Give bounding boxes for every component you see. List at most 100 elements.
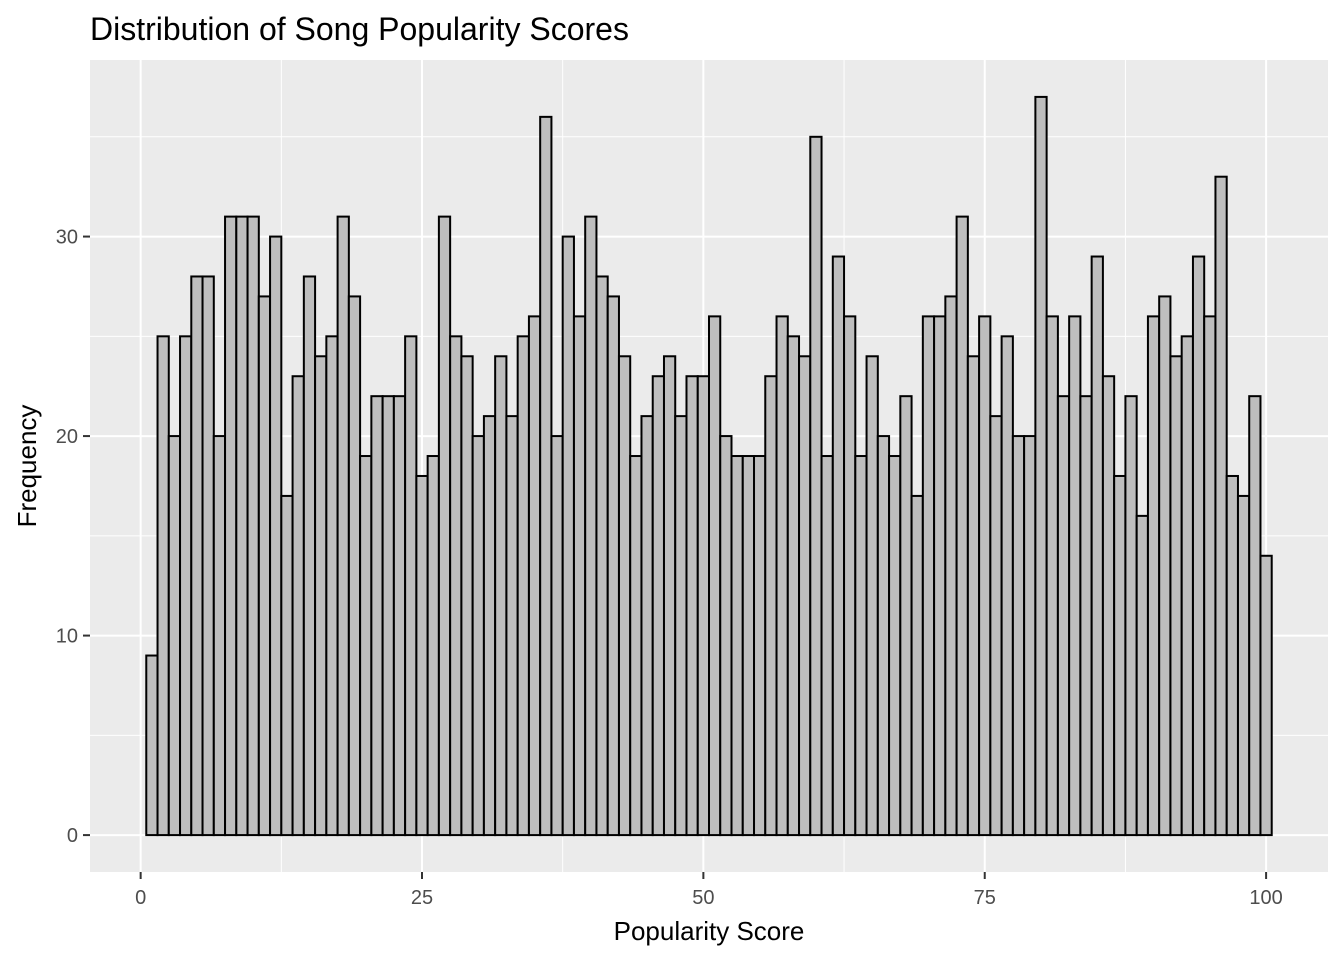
histogram-bar [978, 315, 992, 837]
histogram-bar [764, 375, 778, 837]
histogram-bar [550, 435, 564, 837]
histogram-bar [1225, 474, 1239, 837]
histogram-bar [865, 355, 879, 837]
x-tick-label: 50 [692, 887, 714, 909]
histogram-bar [753, 455, 767, 837]
histogram-bar [1023, 435, 1037, 837]
y-tick-label: 0 [67, 825, 78, 847]
histogram-bar [257, 295, 272, 837]
x-tick-label: 0 [135, 887, 146, 909]
histogram-bar [629, 455, 643, 837]
histogram-bar [1090, 255, 1104, 837]
histogram-bar [482, 415, 497, 837]
histogram-bar [786, 335, 801, 837]
histogram-bar [539, 115, 553, 837]
histogram-bar [426, 455, 440, 837]
histogram-bar [437, 215, 452, 837]
histogram-bar [696, 375, 710, 837]
y-axis-title: Frequency [12, 405, 42, 528]
histogram-bar [1056, 395, 1071, 837]
histogram-bar [989, 415, 1003, 837]
histogram-bar [505, 415, 519, 837]
histogram-bar [1113, 474, 1127, 837]
histogram-bar [1135, 514, 1149, 837]
chart-title: Distribution of Song Popularity Scores [90, 11, 629, 47]
histogram-bar [494, 355, 508, 837]
histogram-bar [1158, 295, 1172, 837]
histogram-bar [966, 355, 981, 837]
histogram-bar [1101, 375, 1116, 837]
histogram-bar [843, 315, 857, 837]
histogram-bar [145, 654, 159, 837]
x-tick-label: 75 [974, 887, 996, 909]
histogram-bar [854, 455, 868, 837]
x-axis-title: Popularity Score [614, 916, 805, 946]
histogram-bar [291, 375, 305, 837]
histogram-bar [415, 474, 429, 837]
histogram-bar [325, 335, 339, 837]
histogram-bar [460, 355, 474, 837]
histogram-bar [190, 275, 204, 837]
histogram-bar [179, 335, 193, 837]
histogram-bar [156, 335, 170, 837]
histogram-bar [921, 315, 936, 837]
histogram-bars [145, 95, 1273, 837]
histogram-bar [1034, 95, 1048, 837]
histogram-bar [212, 435, 227, 837]
histogram-bar [235, 215, 249, 837]
histogram-bar [347, 295, 362, 837]
histogram-bar [662, 355, 677, 837]
histogram-bar [933, 315, 947, 837]
histogram-bar [572, 315, 587, 837]
histogram-bar [1000, 335, 1014, 837]
histogram-bar [809, 135, 823, 837]
histogram-bar [595, 275, 609, 837]
x-tick-label: 100 [1249, 887, 1282, 909]
histogram-bar [617, 355, 632, 837]
histogram-bar [167, 435, 182, 837]
histogram-bar [336, 215, 350, 837]
histogram-bar [1203, 315, 1217, 837]
histogram-bar [831, 255, 846, 837]
histogram-bar [719, 435, 733, 837]
y-axis-ticks: 0 10 20 30 [56, 227, 90, 847]
histogram-bar [876, 435, 891, 837]
histogram-bar [201, 275, 215, 837]
histogram-bar [899, 395, 913, 837]
histogram-bar [471, 435, 485, 837]
histogram-bar [392, 395, 407, 837]
histogram-bar [302, 275, 317, 837]
histogram-bar [1180, 335, 1194, 837]
histogram-bar [370, 395, 384, 837]
histogram-bar [1214, 175, 1228, 837]
histogram-bar [527, 315, 542, 837]
histogram-bar [888, 455, 902, 837]
histogram-bar [910, 494, 924, 837]
histogram-bar [404, 335, 418, 837]
histogram-bar [651, 375, 665, 837]
histogram-bar [280, 494, 294, 837]
x-tick-label: 25 [411, 887, 433, 909]
histogram-bar [1079, 395, 1093, 837]
histogram-bar [359, 455, 373, 837]
histogram-bar [224, 215, 238, 837]
histogram-bar [775, 315, 789, 837]
histogram-bar [269, 235, 283, 837]
histogram-bar [449, 335, 463, 837]
histogram-bar [685, 375, 699, 837]
histogram-bar [1169, 355, 1183, 837]
histogram-bar [584, 215, 598, 837]
histogram-bar [1068, 315, 1082, 837]
y-tick-label: 30 [56, 227, 78, 249]
histogram-bar [798, 355, 812, 837]
histogram-bar [1248, 395, 1262, 837]
histogram-bar [1011, 435, 1026, 837]
y-tick-label: 20 [56, 426, 78, 448]
histogram-bar [1236, 494, 1251, 837]
histogram-bar [730, 455, 744, 837]
histogram-bar [561, 235, 575, 837]
histogram-bar [1191, 255, 1206, 837]
histogram-bar [1259, 554, 1273, 837]
histogram-bar [820, 455, 834, 837]
